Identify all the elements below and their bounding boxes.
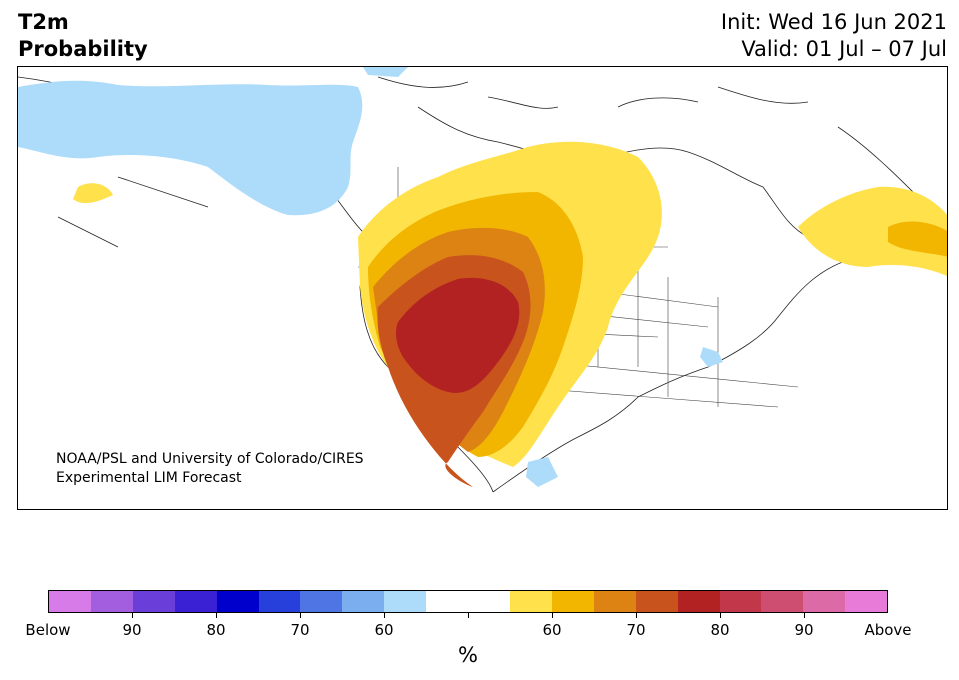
colorbar-tick-label: 90 — [122, 621, 142, 639]
colorbar-tick-label: 70 — [626, 621, 646, 639]
colorbar-cell — [258, 591, 301, 612]
colorbar-tick-mark — [300, 613, 301, 618]
colorbar-tick-label: 80 — [710, 621, 730, 639]
colorbar-cell — [761, 591, 804, 612]
colorbar-cell — [300, 591, 343, 612]
colorbar-cell — [90, 591, 133, 612]
colorbar-tick-mark — [552, 613, 553, 618]
map-title: T2m Probability — [18, 9, 148, 63]
colorbar-cell — [342, 591, 385, 612]
probability-colorbar — [48, 590, 888, 613]
colorbar-tick-mark — [384, 613, 385, 618]
colorbar-cell — [593, 591, 636, 612]
colorbar-cell — [803, 591, 846, 612]
colorbar-tick-label: 60 — [542, 621, 562, 639]
colorbar-cell — [551, 591, 594, 612]
colorbar-cell — [719, 591, 762, 612]
colorbar-tick-label: Below — [25, 621, 71, 639]
title-variable: T2m — [18, 10, 69, 34]
credit-line-2: Experimental LIM Forecast — [56, 470, 242, 486]
colorbar-tick-label: 80 — [206, 621, 226, 639]
north-america-map — [18, 67, 947, 493]
colorbar-cell — [384, 591, 427, 612]
credit-line-1: NOAA/PSL and University of Colorado/CIRE… — [56, 451, 364, 467]
colorbar-cell — [132, 591, 175, 612]
colorbar-tick-mark — [804, 613, 805, 618]
colorbar-tick-label: 70 — [290, 621, 310, 639]
valid-period: Valid: 01 Jul – 07 Jul — [741, 37, 947, 61]
colorbar-unit: % — [458, 643, 478, 667]
colorbar-tick-mark — [720, 613, 721, 618]
colorbar-cell — [677, 591, 720, 612]
colorbar-cell — [174, 591, 217, 612]
map-panel: NOAA/PSL and University of Colorado/CIRE… — [17, 66, 948, 510]
init-date: Init: Wed 16 Jun 2021 — [720, 10, 947, 34]
colorbar-cell — [509, 591, 552, 612]
colorbar-cell — [468, 591, 510, 612]
colorbar-cell — [845, 591, 888, 612]
colorbar-tick-mark — [216, 613, 217, 618]
above-normal-shading — [73, 141, 947, 487]
colorbar-tick-label: 60 — [374, 621, 394, 639]
below-normal-shading — [18, 67, 723, 487]
forecast-dates: Init: Wed 16 Jun 2021 Valid: 01 Jul – 07… — [721, 9, 947, 63]
colorbar-tick-mark — [468, 613, 469, 618]
colorbar-tick-mark — [132, 613, 133, 618]
colorbar-cell — [216, 591, 259, 612]
colorbar-cell — [426, 591, 469, 612]
colorbar-cell — [635, 591, 678, 612]
map-credit: NOAA/PSL and University of Colorado/CIRE… — [56, 450, 364, 488]
colorbar-tick-mark — [636, 613, 637, 618]
colorbar-tick-label: 90 — [794, 621, 814, 639]
colorbar-tick-label: Above — [864, 621, 912, 639]
title-product: Probability — [18, 37, 148, 61]
colorbar-cell — [49, 591, 91, 612]
